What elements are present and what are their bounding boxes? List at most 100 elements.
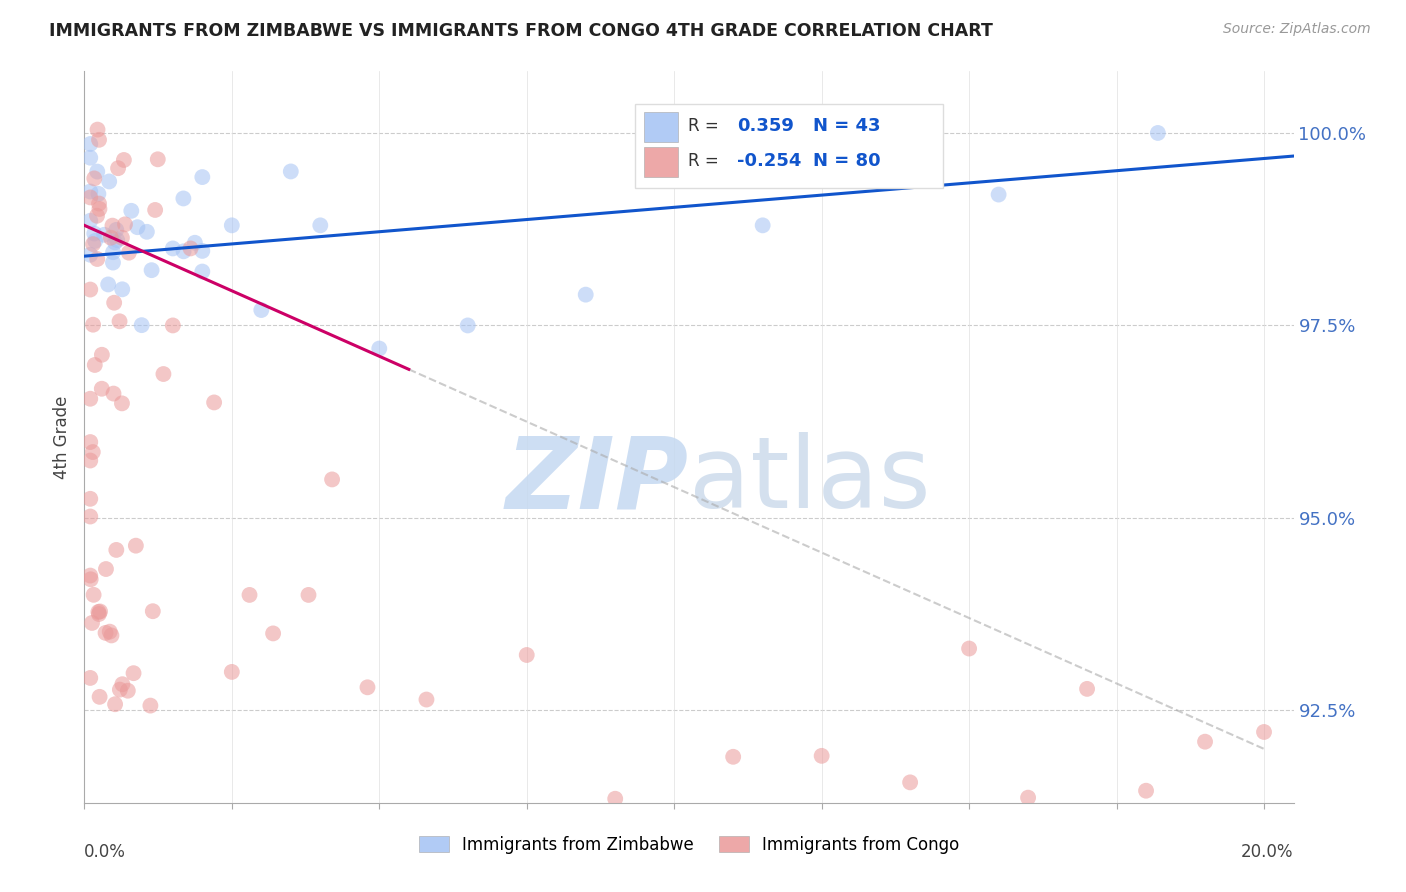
Point: [104, 235, 127, 250]
Bar: [644, 146, 678, 178]
Point: [575, 287, 598, 301]
Point: [139, 698, 162, 713]
Text: atlas: atlas: [689, 433, 931, 530]
Point: [457, 318, 479, 333]
Text: R =: R =: [688, 117, 724, 136]
Point: [368, 342, 391, 356]
Point: [79, 671, 101, 685]
Point: [86, 209, 108, 223]
Point: [108, 682, 131, 697]
Text: R =: R =: [688, 153, 718, 170]
Point: [98, 624, 121, 639]
Point: [250, 303, 273, 318]
Point: [111, 282, 134, 296]
Point: [103, 386, 125, 401]
Point: [356, 681, 378, 695]
Point: [118, 245, 141, 260]
Point: [87, 607, 110, 621]
Point: [1076, 681, 1098, 696]
Point: [1312, 765, 1334, 780]
Point: [987, 187, 1010, 202]
Point: [82, 445, 104, 459]
Point: [101, 245, 124, 260]
Point: [751, 219, 773, 233]
Text: ZIP: ZIP: [506, 433, 689, 530]
Point: [104, 697, 127, 711]
Point: [94, 626, 117, 640]
Point: [1194, 734, 1216, 748]
Point: [82, 237, 104, 252]
Point: [105, 543, 128, 558]
Point: [87, 133, 110, 147]
Point: [83, 227, 105, 241]
Point: [111, 396, 134, 410]
Point: [280, 164, 302, 178]
Text: N = 80: N = 80: [814, 153, 882, 170]
Point: [122, 666, 145, 681]
Point: [297, 588, 319, 602]
Point: [141, 263, 163, 277]
Point: [79, 190, 101, 204]
Point: [80, 615, 103, 630]
Point: [120, 203, 142, 218]
Point: [79, 509, 101, 524]
Point: [103, 295, 125, 310]
Point: [100, 230, 122, 244]
Point: [1253, 725, 1275, 739]
Point: [82, 318, 104, 332]
Text: -0.254: -0.254: [737, 153, 801, 170]
Point: [605, 791, 627, 805]
Point: [143, 202, 166, 217]
Point: [262, 626, 284, 640]
Point: [117, 683, 139, 698]
Point: [516, 648, 538, 662]
Point: [108, 314, 131, 328]
Point: [101, 255, 124, 269]
Y-axis label: 4th Grade: 4th Grade: [53, 395, 72, 479]
Point: [79, 491, 101, 506]
Point: [898, 775, 921, 789]
Point: [191, 264, 214, 278]
Point: [162, 242, 184, 256]
Point: [79, 283, 101, 297]
Point: [1147, 126, 1170, 140]
Point: [191, 244, 214, 258]
Point: [79, 572, 101, 586]
Point: [810, 748, 832, 763]
Point: [221, 219, 243, 233]
Text: IMMIGRANTS FROM ZIMBABWE VS IMMIGRANTS FROM CONGO 4TH GRADE CORRELATION CHART: IMMIGRANTS FROM ZIMBABWE VS IMMIGRANTS F…: [49, 22, 993, 40]
Point: [142, 604, 165, 618]
Point: [107, 161, 129, 176]
Point: [172, 191, 194, 205]
FancyBboxPatch shape: [634, 104, 943, 188]
Point: [79, 248, 101, 262]
Point: [1017, 790, 1039, 805]
Point: [112, 153, 135, 167]
Point: [125, 539, 148, 553]
Point: [83, 588, 105, 602]
Point: [105, 233, 128, 247]
Point: [1135, 783, 1157, 797]
Point: [94, 562, 117, 576]
Point: [86, 122, 108, 136]
Text: N = 43: N = 43: [814, 117, 882, 136]
Text: 20.0%: 20.0%: [1241, 843, 1294, 861]
Point: [101, 219, 124, 233]
Point: [89, 690, 111, 704]
Point: [238, 588, 260, 602]
Point: [127, 220, 149, 235]
Point: [83, 358, 105, 372]
Point: [321, 472, 343, 486]
Point: [87, 605, 110, 619]
Point: [93, 227, 115, 242]
Point: [721, 749, 744, 764]
Point: [79, 435, 101, 450]
Point: [79, 213, 101, 227]
Point: [98, 174, 121, 188]
Point: [135, 225, 157, 239]
Point: [114, 218, 136, 232]
Point: [191, 170, 214, 185]
Point: [79, 136, 101, 151]
Point: [131, 318, 153, 333]
Point: [90, 382, 112, 396]
